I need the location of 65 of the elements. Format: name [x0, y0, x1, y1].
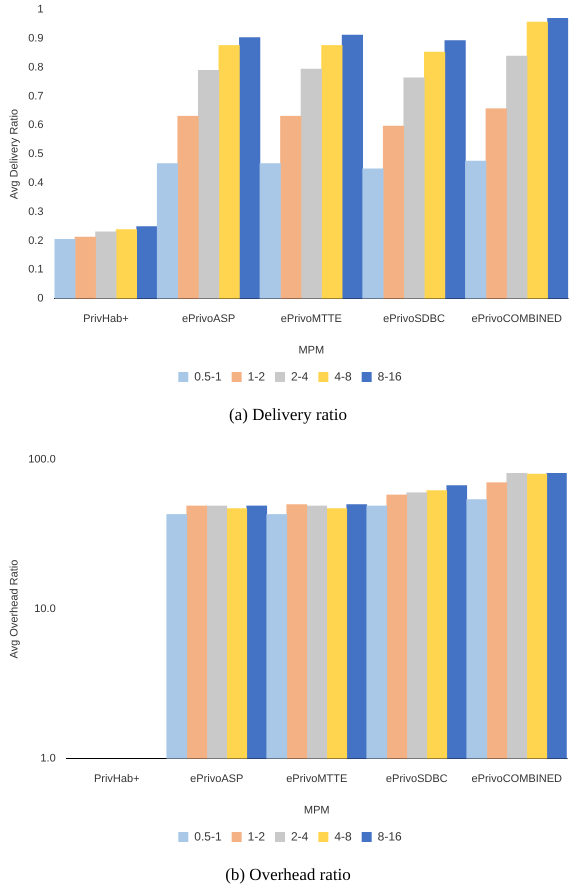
legend-label: 4-8	[334, 369, 352, 384]
bar	[74, 236, 96, 299]
legend-label: 2-4	[290, 829, 309, 844]
y-tick-label: 0.3	[28, 206, 44, 218]
legend-label: 2-4	[290, 369, 309, 384]
text: (b) Overhead ratio	[224, 864, 352, 886]
bar	[95, 232, 116, 299]
bar	[424, 52, 446, 299]
y-tick-label: 0.5	[28, 148, 44, 160]
y-axis-title: Avg Overhead Ratio	[8, 560, 21, 659]
bar	[177, 116, 199, 299]
bar	[198, 70, 220, 299]
bar	[506, 56, 528, 299]
x-tick-label: ePrivoMTTE	[286, 773, 348, 786]
bar	[260, 163, 281, 299]
y-tick-label: 100.0	[28, 454, 56, 466]
bar	[300, 68, 322, 299]
x-axis-title: MPM	[304, 804, 330, 816]
x-tick-label: ePrivoCOMBINED	[472, 313, 562, 326]
bar	[526, 22, 548, 299]
y-tick-label: 0.7	[28, 90, 44, 102]
y-tick-label: 0.8	[28, 61, 44, 74]
x-tick-label: PrivHab+	[83, 313, 129, 326]
y-tick-label: 0.1	[28, 264, 44, 276]
y-tick-label: 0.4	[28, 177, 44, 190]
x-tick-label: ePrivoSDBC	[386, 773, 448, 786]
x-tick-label: ePrivoMTTE	[280, 313, 342, 326]
y-tick-label: 10.0	[34, 603, 56, 616]
bar	[362, 168, 384, 299]
bar	[54, 239, 76, 299]
bar	[382, 126, 404, 299]
legend-label: 0.5-1	[194, 369, 222, 384]
y-tick-label: 0.6	[28, 119, 44, 132]
y-axis-title: Avg Delivery Ratio	[8, 108, 21, 200]
bar	[444, 40, 466, 299]
bar	[547, 18, 568, 299]
bar	[403, 77, 425, 299]
legend-label: 4-8	[334, 829, 352, 844]
text: (a) Delivery ratio	[228, 404, 348, 426]
y-tick-label: 0.9	[28, 32, 44, 45]
bar	[486, 108, 507, 299]
bar	[239, 37, 260, 299]
bar	[321, 45, 342, 299]
y-tick-label: 0	[37, 292, 44, 305]
legend-label: 8-16	[378, 369, 402, 384]
legend-label: 8-16	[378, 829, 402, 844]
x-tick-label: ePrivoSDBC	[383, 313, 445, 326]
bar	[342, 34, 364, 299]
legend-label: 1-2	[248, 829, 266, 844]
bar	[116, 229, 138, 299]
x-axis-title: MPM	[298, 344, 324, 356]
x-tick-label: ePrivoASP	[182, 313, 236, 326]
x-tick-label: ePrivoCOMBINED	[472, 773, 562, 786]
x-tick-label: ePrivoASP	[190, 773, 244, 786]
y-tick-label: 0.2	[28, 234, 44, 247]
bar	[218, 45, 240, 299]
x-tick-label: PrivHab+	[94, 773, 140, 786]
y-tick-label: 1.0	[40, 752, 56, 765]
y-tick-label: 1	[37, 4, 44, 16]
legend-label: 1-2	[248, 369, 266, 384]
legend-label: 0.5-1	[194, 829, 222, 844]
bar	[156, 163, 178, 299]
bar	[136, 226, 158, 299]
bar	[465, 160, 486, 299]
bar	[280, 116, 302, 299]
